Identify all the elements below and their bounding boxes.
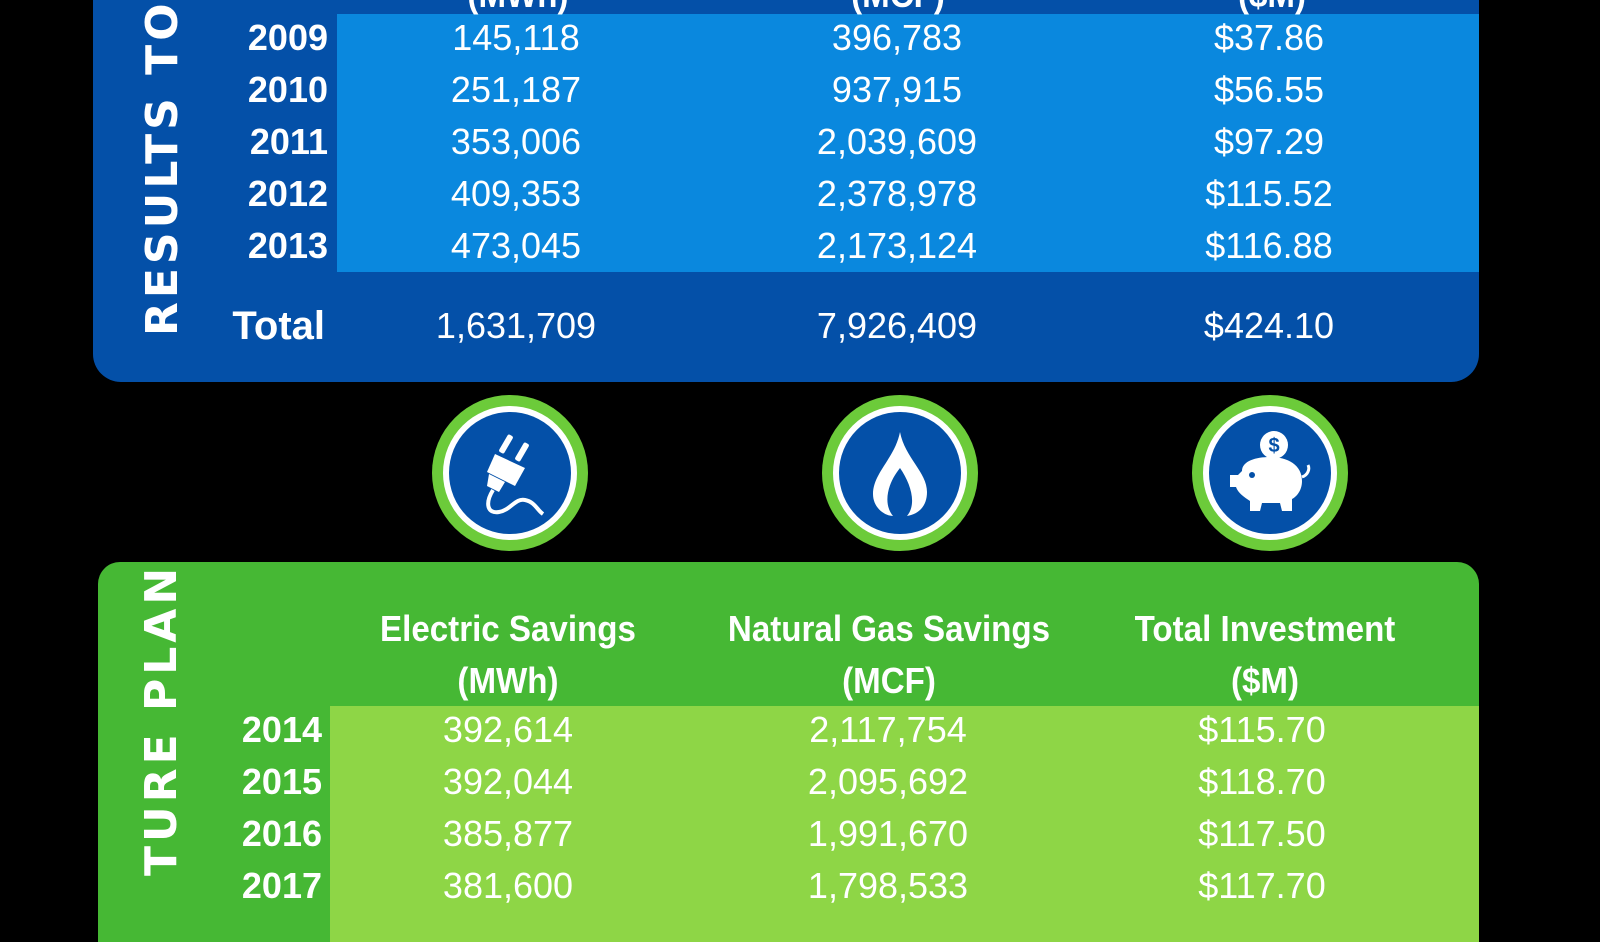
gas-cell: 2,173,124	[816, 225, 978, 266]
electric-cell: 385,877	[442, 813, 574, 854]
investment-cell: $117.70	[1198, 865, 1326, 906]
plan-header-electric-unit: (MWh)	[457, 660, 559, 701]
year-cell: 2011	[249, 121, 328, 162]
electric-cell: 353,006	[450, 121, 582, 162]
results-header-gas-unit: (MCF)	[801, 0, 994, 22]
year-cell: 2009	[247, 17, 328, 58]
gas-cell: 937,915	[831, 69, 963, 110]
plan-header-electric: Electric Savings	[380, 608, 636, 649]
year-cell: 2010	[247, 69, 328, 110]
investment-cell: $56.55	[1213, 69, 1325, 110]
gas-cell: 2,095,692	[807, 761, 969, 802]
table-row: 2016 385,877 1,991,670 $117.50	[98, 808, 1479, 860]
electric-cell: 392,614	[442, 709, 574, 750]
results-header-investment-unit: ($M)	[1175, 0, 1368, 22]
gas-cell: 1,798,533	[807, 865, 969, 906]
electric-cell: 473,045	[450, 225, 582, 266]
total-gas: 7,926,409	[816, 305, 978, 346]
year-cell: 2016	[241, 813, 322, 854]
table-row: 2014 392,614 2,117,754 $115.70	[98, 704, 1479, 756]
table-row: 2013 473,045 2,173,124 $116.88	[93, 220, 1479, 272]
year-cell: 2015	[241, 761, 322, 802]
plan-header-gas: Natural Gas Savings	[727, 608, 1051, 649]
table-row: 2009 145,118 396,783 $37.86	[93, 12, 1479, 64]
total-label: Total	[232, 304, 325, 348]
table-row: 2015 392,044 2,095,692 $118.70	[98, 756, 1479, 808]
total-electric: 1,631,709	[435, 305, 597, 346]
svg-text:$: $	[1268, 435, 1279, 457]
results-header-electric-unit: (MWh)	[421, 0, 614, 22]
investment-cell: $37.86	[1213, 17, 1325, 58]
electric-cell: 251,187	[450, 69, 582, 110]
year-cell: 2013	[247, 225, 328, 266]
year-cell: 2014	[241, 709, 322, 750]
gas-flame-icon	[822, 395, 978, 551]
total-investment: $424.10	[1203, 305, 1335, 346]
year-cell: 2012	[247, 173, 328, 214]
results-to-date-panel: RESULTS TO D (MWh) (MCF) ($M) 2009 145,1…	[93, 0, 1479, 382]
table-row: 2012 409,353 2,378,978 $115.52	[93, 168, 1479, 220]
electric-cell: 145,118	[452, 17, 580, 58]
future-plan-panel: TURE PLAN Electric Savings (MWh) Natural…	[98, 562, 1479, 942]
gas-cell: 1,991,670	[807, 813, 969, 854]
piggy-bank-icon: $	[1192, 395, 1348, 551]
plan-header-investment: Total Investment	[1134, 608, 1396, 649]
investment-cell: $115.52	[1205, 173, 1333, 214]
electric-cell: 392,044	[442, 761, 574, 802]
electric-plug-icon	[432, 395, 588, 551]
investment-cell: $115.70	[1198, 709, 1326, 750]
results-data-band	[337, 14, 1479, 272]
plan-header-investment-unit: ($M)	[1230, 660, 1300, 701]
gas-cell: 2,378,978	[816, 173, 978, 214]
table-row: 2010 251,187 937,915 $56.55	[93, 64, 1479, 116]
gas-cell: 396,783	[831, 17, 963, 58]
investment-cell: $117.50	[1198, 813, 1326, 854]
gas-cell: 2,039,609	[816, 121, 978, 162]
table-row: 2011 353,006 2,039,609 $97.29	[93, 116, 1479, 168]
year-cell: 2017	[241, 865, 322, 906]
table-row: 2017 381,600 1,798,533 $117.70	[98, 860, 1479, 912]
investment-cell: $118.70	[1198, 761, 1326, 802]
electric-cell: 381,600	[442, 865, 574, 906]
investment-cell: $97.29	[1213, 121, 1325, 162]
gas-cell: 2,117,754	[809, 709, 967, 750]
electric-cell: 409,353	[450, 173, 582, 214]
investment-cell: $116.88	[1205, 225, 1333, 266]
total-row: Total 1,631,709 7,926,409 $424.10	[93, 300, 1479, 352]
plan-header-gas-unit: (MCF)	[842, 660, 936, 701]
